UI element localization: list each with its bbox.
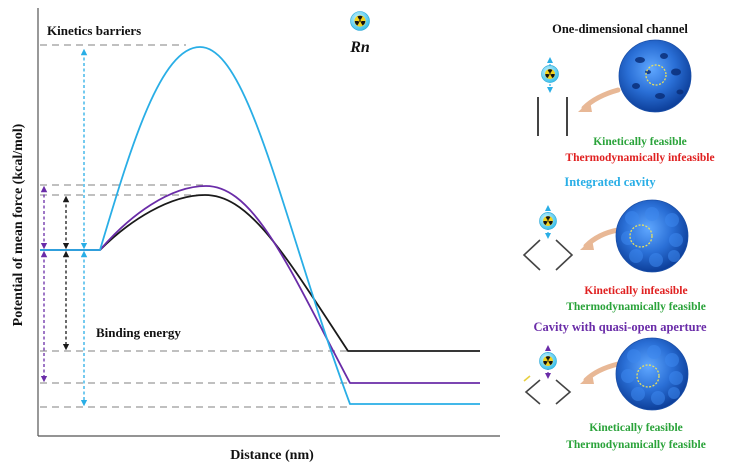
cavity-highlight-1 [645,64,667,86]
aperture-gap-marker [523,375,531,382]
cavity-highlight-2 [629,224,653,248]
panel-one-dim-title: One-dimensional channel [552,22,688,36]
panel-one-dim-thermo: Thermodynamically infeasible [565,152,714,164]
panel-quasi-title: Cavity with quasi-open aperture [533,320,706,334]
panel-integrated-cavity: Integrated cavity Kinetically infeasible… [522,175,706,313]
binding-energy-label: Binding energy [96,325,181,340]
radiation-icon [539,352,557,370]
pointer-arrowhead-2 [580,239,594,250]
cavity-lobes-2 [621,207,683,267]
panel-quasi-kinetic: Kinetically feasible [589,422,683,434]
panel-quasi-thermo: Thermodynamically feasible [566,439,706,451]
channel-pores [632,53,684,99]
radiation-icon [539,212,557,230]
panel-one-dimensional: One-dimensional channel Kinetically feas… [537,22,715,164]
radon-atom: Rn [349,11,370,56]
plot-axes [37,8,500,437]
pointer-arrowhead-3 [580,373,594,384]
cavity-lobes-3 [621,345,683,405]
panel-one-dim-kinetic: Kinetically feasible [593,136,687,148]
pointer-arrowhead-1 [578,101,592,112]
panel-integrated-thermo: Thermodynamically feasible [566,301,706,313]
curve-purple [40,185,480,384]
reference-dashes [40,44,348,408]
curve-black [40,194,480,352]
element-label: Rn [349,39,370,56]
aperture-wall-right [555,379,572,405]
x-axis-label: Distance (nm) [230,448,314,463]
y-axis-label: Potential of mean force (kcal/mol) [11,123,26,326]
pmf-curves [40,46,480,405]
radiation-icon [541,65,559,83]
panel-integrated-title: Integrated cavity [564,175,656,189]
framework-sphere-1 [618,39,692,113]
cavity-wall-left [522,239,541,271]
energy-arrows [40,48,88,407]
radiation-icon [350,11,370,31]
kinetics-barriers-label: Kinetics barriers [47,23,141,38]
panel-integrated-kinetic: Kinetically infeasible [584,285,687,297]
cavity-highlight-3 [636,364,660,388]
aperture-wall-left [524,379,541,405]
panel-quasi-open: Cavity with quasi-open aperture Kinetica… [523,320,707,451]
cavity-wall-right [555,239,574,271]
curve-cyan [40,46,480,405]
